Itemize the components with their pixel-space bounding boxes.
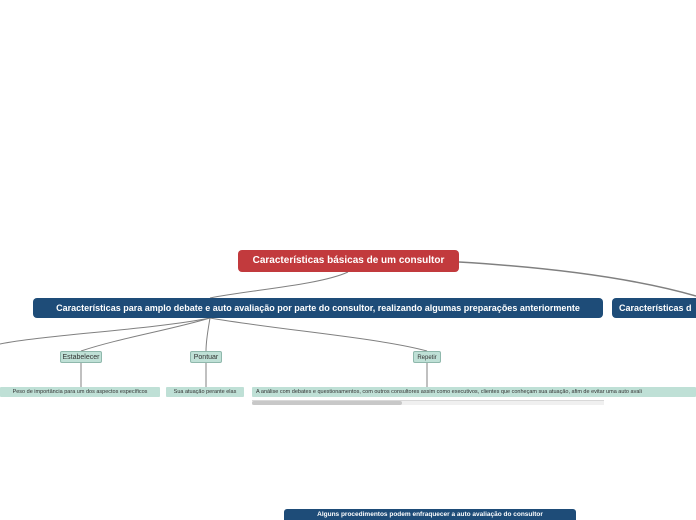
diagram-canvas: Características básicas de um consultor … bbox=[0, 0, 696, 520]
leaf3-scrollbar[interactable] bbox=[252, 400, 604, 406]
leaf-node-2[interactable]: Sua atuação perante elas bbox=[166, 387, 244, 397]
sub-node-pontuar[interactable]: Pontuar bbox=[190, 351, 222, 363]
leaf-node-3[interactable]: A análise com debates e questionamentos,… bbox=[252, 387, 696, 397]
bottom-node[interactable]: Alguns procedimentos podem enfraquecer a… bbox=[284, 509, 576, 520]
sub-node-repetir[interactable]: Repetir bbox=[413, 351, 441, 363]
root-node[interactable]: Características básicas de um consultor bbox=[238, 250, 459, 272]
main-node-2[interactable]: Características d bbox=[612, 298, 696, 318]
main-node-1[interactable]: Características para amplo debate e auto… bbox=[33, 298, 603, 318]
leaf-node-1[interactable]: Peso de importância para um dos aspectos… bbox=[0, 387, 160, 397]
sub-node-estabelecer[interactable]: Estabelecer bbox=[60, 351, 102, 363]
leaf3-scrollbar-thumb[interactable] bbox=[252, 401, 402, 405]
